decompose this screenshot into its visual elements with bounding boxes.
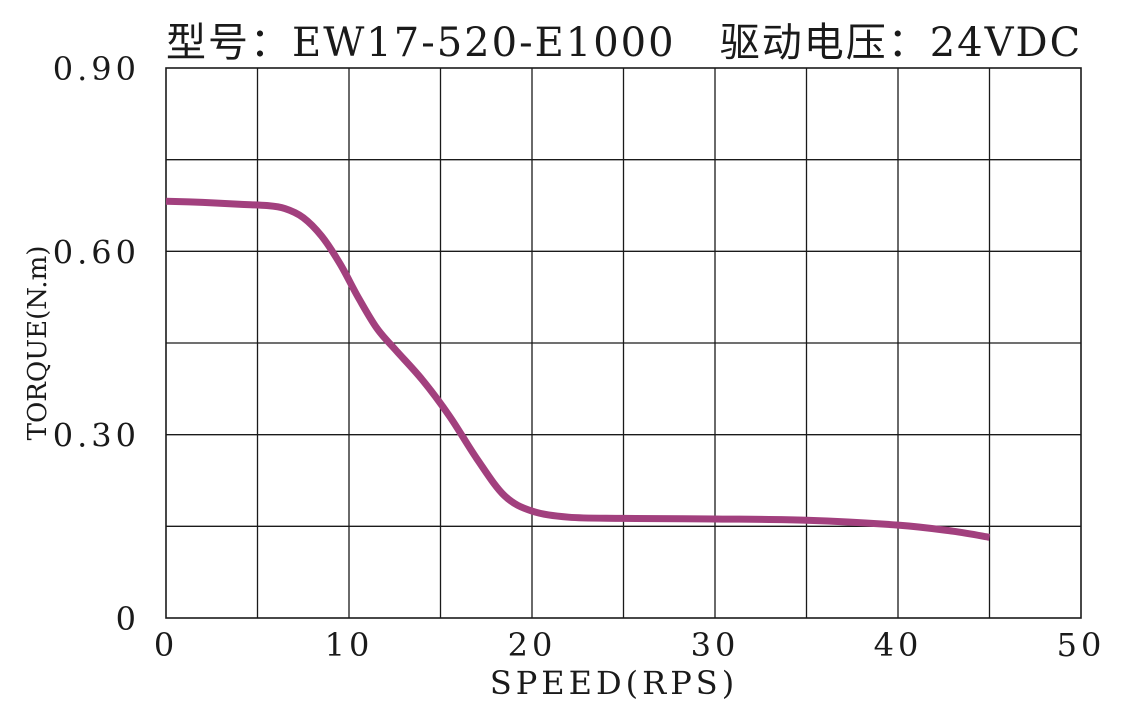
y-axis-ticks: 0 0.30 0.60 0.90	[53, 50, 140, 638]
x-axis-ticks: 0 10 20 30 40 50	[154, 626, 1106, 664]
series-group	[165, 197, 991, 541]
y-tick-label: 0.90	[53, 50, 140, 88]
grid-lines	[166, 68, 1081, 618]
y-axis-label: TORQUE(N.m)	[23, 246, 53, 441]
x-tick-label: 10	[325, 626, 374, 664]
x-tick-label: 50	[1057, 626, 1106, 664]
chart-title: 型号：EW17-520-E1000 驱动电压：24VDC	[166, 20, 1082, 66]
x-tick-label: 30	[691, 626, 740, 664]
x-tick-label: 40	[874, 626, 923, 664]
plot-frame	[165, 67, 1082, 619]
x-tick-label: 0	[154, 626, 178, 664]
x-tick-label: 20	[508, 626, 557, 664]
y-tick-label: 0.60	[53, 233, 140, 271]
y-tick-label: 0	[116, 600, 140, 638]
x-axis-label: SPEED(RPS)	[490, 664, 738, 702]
y-tick-label: 0.30	[53, 417, 140, 455]
torque-curve-line	[165, 197, 991, 541]
